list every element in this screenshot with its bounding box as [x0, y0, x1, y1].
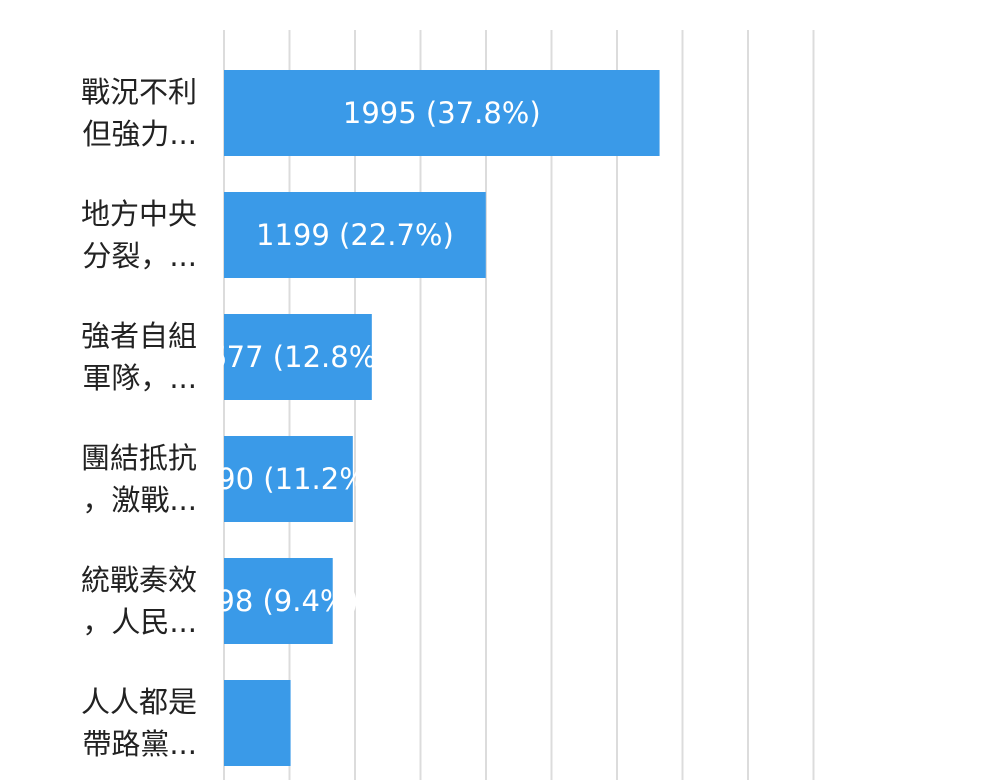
bars: 1995 (37.8%) 1199 (22.7%) 677 (12.8%) 590 (…	[198, 70, 660, 766]
bar-value-label: 498 (9.4%)	[198, 584, 359, 618]
bar[interactable]	[224, 558, 333, 644]
bar-value-label: 1199 (22.7%)	[256, 218, 454, 252]
category-label: ，激戰...	[82, 483, 197, 517]
bar-value-label: 1995 (37.8%)	[343, 96, 541, 130]
bar-value-label: 677 (12.8%)	[208, 340, 387, 374]
bar[interactable]	[224, 192, 486, 278]
category-label: 帶路黨...	[82, 727, 197, 761]
category-label: 地方中央	[81, 197, 197, 231]
category-label: 分裂，...	[82, 239, 197, 273]
category-label: 戰況不利	[81, 75, 197, 109]
category-label: 統戰奏效	[81, 563, 197, 597]
bar[interactable]	[224, 70, 660, 156]
category-label: 但強力...	[82, 117, 197, 151]
category-label: 人人都是	[81, 685, 197, 719]
bar[interactable]	[224, 436, 353, 522]
category-label: ，人民...	[82, 605, 197, 639]
bar[interactable]	[224, 680, 291, 766]
bar-value-label: 590 (11.2%)	[199, 462, 378, 496]
category-label: 強者自組	[81, 319, 197, 353]
category-label: 軍隊，...	[82, 361, 197, 395]
bar[interactable]	[224, 314, 372, 400]
category-label: 團結抵抗	[81, 441, 197, 475]
